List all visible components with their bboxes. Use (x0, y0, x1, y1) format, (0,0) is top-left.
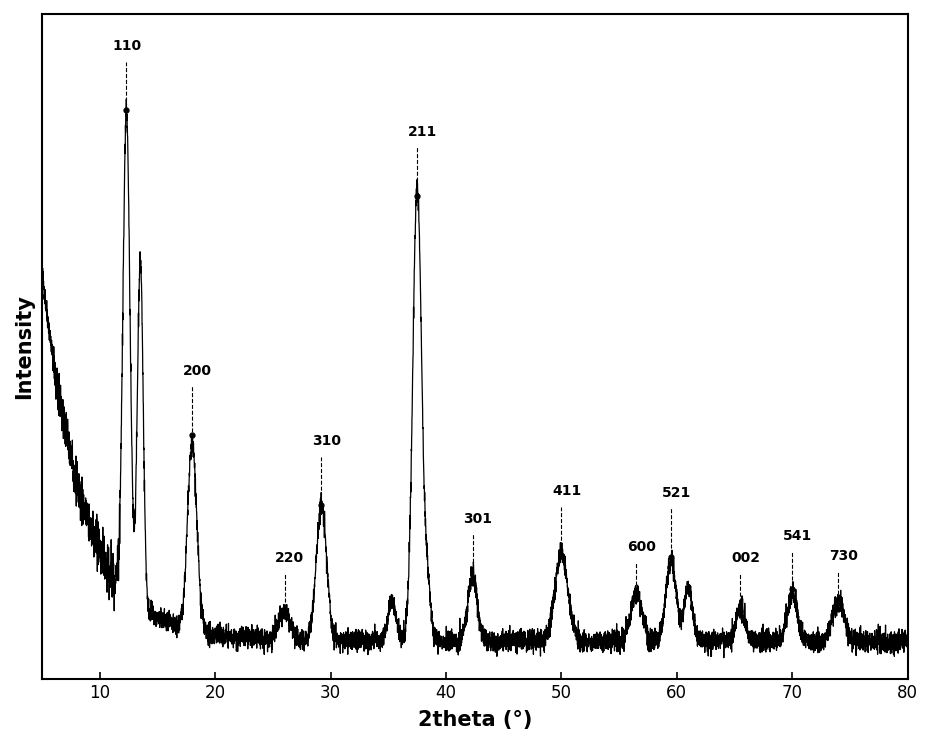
Text: 411: 411 (553, 484, 582, 498)
Text: 200: 200 (183, 364, 212, 378)
Text: 211: 211 (408, 125, 437, 138)
Text: 110: 110 (113, 39, 142, 54)
X-axis label: 2theta (°): 2theta (°) (418, 710, 532, 730)
Text: 310: 310 (312, 434, 341, 449)
Text: 600: 600 (627, 540, 656, 554)
Y-axis label: Intensity: Intensity (14, 294, 34, 399)
Text: 521: 521 (662, 486, 692, 500)
Text: 220: 220 (275, 551, 305, 565)
Text: 301: 301 (463, 512, 492, 526)
Text: 541: 541 (783, 530, 813, 543)
Text: 002: 002 (731, 551, 761, 565)
Text: 730: 730 (829, 549, 858, 563)
